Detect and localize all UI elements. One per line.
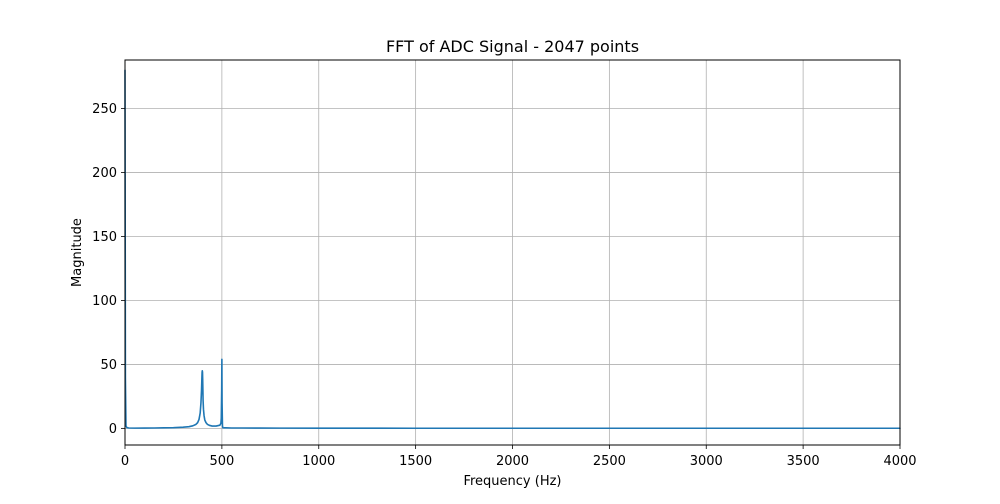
x-tick-label: 3000 — [690, 454, 723, 469]
x-tick-label: 2000 — [496, 454, 529, 469]
y-tick-label: 0 — [109, 422, 117, 437]
chart-title: FFT of ADC Signal - 2047 points — [386, 37, 639, 56]
y-tick-label: 250 — [92, 102, 117, 117]
x-tick-label: 1000 — [302, 454, 335, 469]
y-tick-label: 200 — [92, 166, 117, 181]
y-tick-label: 50 — [100, 358, 117, 373]
x-axis-ticks: 0 500 1000 1500 2000 2500 3000 3500 4000 — [121, 445, 917, 469]
series-layer — [124, 69, 901, 430]
x-tick-label: 0 — [121, 454, 129, 469]
x-tick-label: 2500 — [593, 454, 626, 469]
y-tick-label: 150 — [92, 230, 117, 245]
x-tick-label: 4000 — [883, 454, 916, 469]
x-tick-label: 500 — [209, 454, 234, 469]
y-tick-label: 100 — [92, 294, 117, 309]
x-tick-label: 3500 — [787, 454, 820, 469]
series-line-0 — [124, 69, 901, 430]
y-axis-label: Magnitude — [70, 218, 85, 287]
x-tick-label: 1500 — [399, 454, 432, 469]
y-axis-ticks: 0 50 100 150 200 250 — [92, 102, 125, 437]
x-axis-label: Frequency (Hz) — [463, 474, 561, 489]
